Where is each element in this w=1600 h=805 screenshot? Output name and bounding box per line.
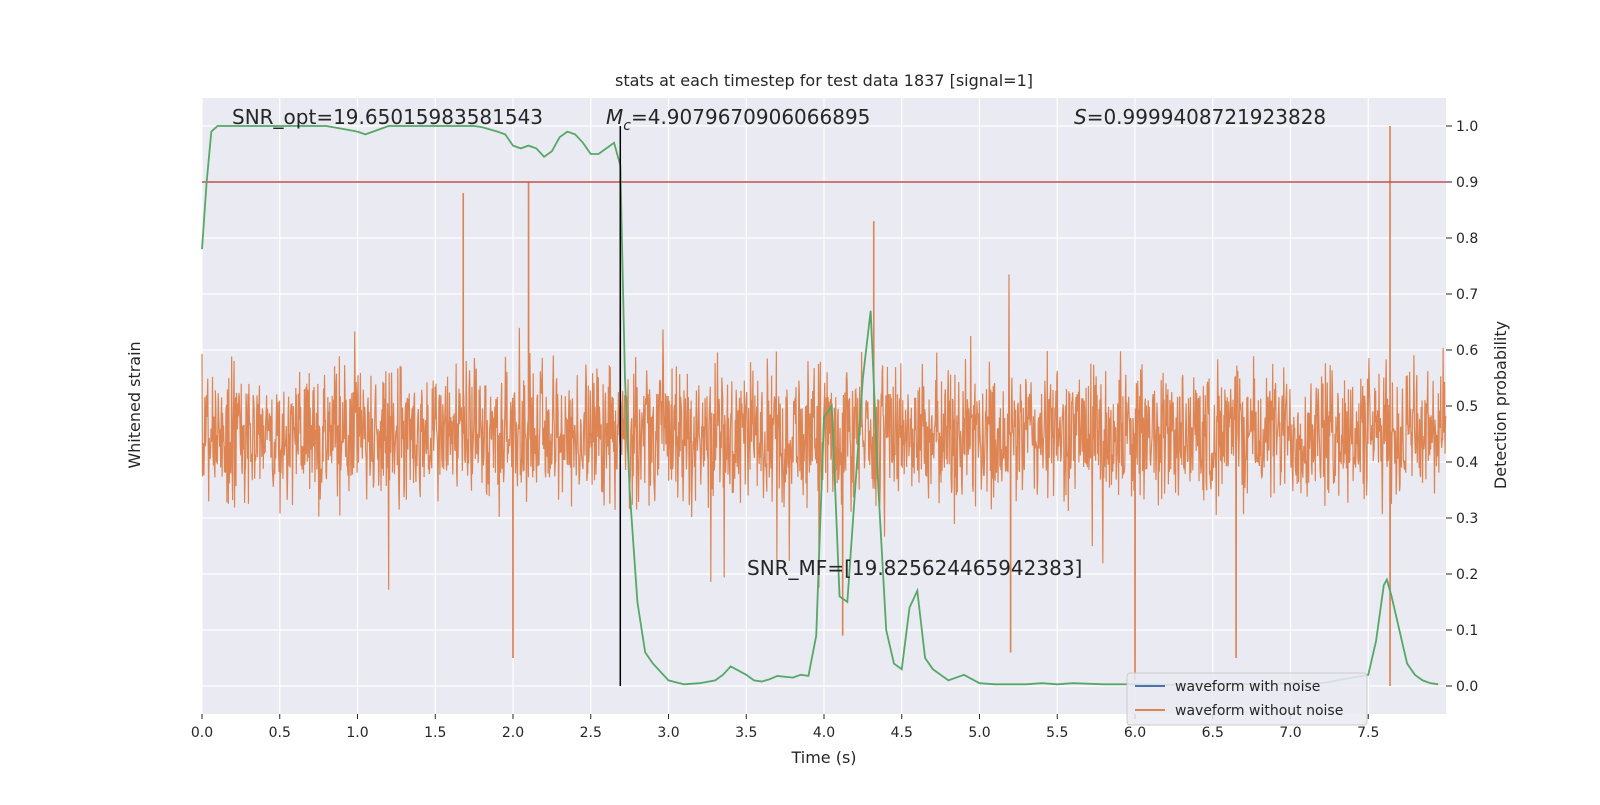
s-symbol: S (1074, 105, 1087, 129)
y-right-tick-label: 0.0 (1456, 679, 1478, 695)
chirp-mass-value: =4.9079670906066895 (631, 105, 870, 129)
x-tick-label: 1.0 (346, 725, 368, 741)
x-tick-label: 0.5 (269, 725, 291, 741)
legend-label-without-noise: waveform without noise (1175, 703, 1343, 719)
y-right-tick-label: 0.9 (1456, 175, 1478, 191)
legend: waveform with noise waveform without noi… (1126, 672, 1368, 726)
x-tick-label: 7.0 (1279, 725, 1301, 741)
snr-mf-annotation: SNR_MF=[19.825624465942383] (747, 556, 1082, 580)
y-right-tick-label: 0.2 (1456, 567, 1478, 583)
x-tick-label: 2.0 (502, 725, 524, 741)
chirp-mass-symbol: M (606, 105, 623, 129)
s-annotation: S=0.9999408721923828 (1074, 105, 1326, 129)
s-value: =0.9999408721923828 (1087, 105, 1326, 129)
y-right-tick-label: 0.8 (1456, 231, 1478, 247)
x-tick-label: 4.0 (813, 725, 835, 741)
strain-series-line (201, 125, 1447, 687)
y-axis-label-right: Detection probability (1491, 321, 1510, 489)
y-axis-label-left: Whitened strain (125, 341, 144, 468)
legend-box (1126, 672, 1368, 726)
x-tick-label: 3.0 (657, 725, 679, 741)
x-tick-label: 4.5 (891, 725, 913, 741)
legend-label-with-noise: waveform with noise (1175, 679, 1320, 695)
x-tick-label: 5.5 (1046, 725, 1068, 741)
chirp-mass-subscript: c (623, 118, 631, 134)
x-axis-label: Time (s) (790, 748, 856, 767)
x-tick-label: 1.5 (424, 725, 446, 741)
snr-opt-annotation: SNR_opt=19.65015983581543 (232, 105, 543, 129)
x-tick-label: 6.0 (1124, 725, 1146, 741)
chirp-mass-annotation: Mc=4.9079670906066895 (606, 105, 870, 134)
x-tick-label: 7.5 (1357, 725, 1379, 741)
y-right-tick-label: 0.3 (1456, 511, 1478, 527)
x-tick-label: 6.5 (1202, 725, 1224, 741)
y-right-tick-label: 1.0 (1456, 119, 1478, 135)
x-tick-label: 5.0 (968, 725, 990, 741)
y-right-tick-label: 0.6 (1456, 343, 1478, 359)
y-right-tick-label: 0.4 (1456, 455, 1478, 471)
y-right-tick-label: 0.5 (1456, 399, 1478, 415)
y-right-tick-label: 0.7 (1456, 287, 1478, 303)
x-tick-label: 0.0 (191, 725, 213, 741)
x-tick-label: 3.5 (735, 725, 757, 741)
x-tick-label: 2.5 (580, 725, 602, 741)
chart-title: stats at each timestep for test data 183… (615, 71, 1033, 90)
y-right-tick-label: 0.1 (1456, 623, 1478, 639)
